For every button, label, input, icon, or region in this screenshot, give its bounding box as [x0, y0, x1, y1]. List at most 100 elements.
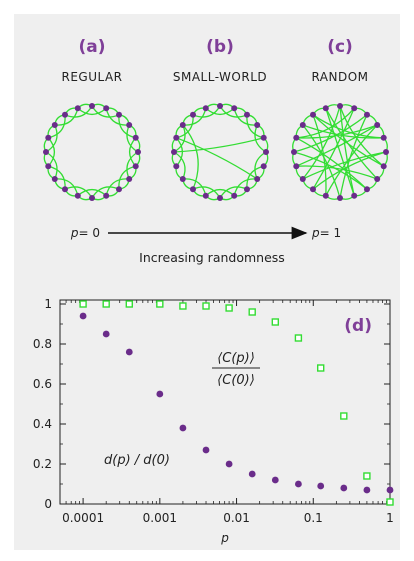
clustering-point [202, 302, 210, 310]
x-ticks: 0.0001 0.001 0.01 0.1 1 [59, 300, 394, 525]
panel-c-title: RANDOM [311, 70, 368, 84]
network-edge [312, 151, 387, 190]
clustering-point [225, 304, 233, 312]
network-edge [312, 114, 327, 196]
path-length-point [179, 424, 187, 432]
data-series [79, 300, 394, 506]
network-edge [182, 124, 199, 190]
clustering-point [156, 300, 164, 308]
path-length-point [79, 312, 87, 320]
clustering-label-num: ⟨C(p)⟩ [217, 351, 255, 366]
network-edge [295, 137, 368, 190]
network-node [45, 134, 52, 141]
network-edge [77, 188, 107, 197]
network-edge [128, 137, 137, 167]
network-node [74, 105, 81, 112]
network-node [244, 186, 250, 193]
network-node [45, 163, 52, 170]
network-node [43, 149, 49, 155]
clustering-point [248, 308, 256, 316]
clustering-point [294, 334, 303, 342]
network-node [244, 111, 250, 118]
network-node [173, 163, 180, 170]
network-node [217, 103, 223, 109]
network-node [132, 134, 139, 141]
network-node [51, 122, 58, 128]
path-length-point [248, 470, 256, 478]
randomness-arrow: p= 0 p= 1 Increasing randomness [70, 226, 341, 265]
network-node [126, 122, 133, 128]
network-node [135, 149, 141, 155]
path-length-point [363, 486, 371, 494]
x-tick-label: 0.1 [304, 511, 323, 525]
y-tick-label: 0.4 [33, 417, 52, 431]
network-node [299, 176, 306, 182]
y-tick-label: 0.8 [33, 337, 52, 351]
network-edge [302, 124, 341, 199]
network-edge [296, 107, 355, 139]
network-node [132, 163, 139, 170]
x-tick-label: 0.0001 [62, 511, 104, 525]
path-length-point [271, 476, 279, 484]
x-tick-label: 0.001 [143, 511, 177, 525]
network-node [310, 111, 316, 118]
plot-frame [59, 299, 391, 505]
network-node [179, 176, 186, 182]
network-edge [339, 114, 368, 199]
path-length-point [102, 330, 110, 338]
network-node [364, 186, 370, 193]
network-node [89, 103, 95, 109]
clustering-point [363, 472, 371, 480]
path-length-point [156, 390, 164, 398]
path-length-point [317, 482, 325, 490]
network-node [89, 195, 95, 201]
network-edge [293, 114, 368, 153]
y-ticks: 0 0.2 0.4 0.6 0.8 1 [33, 297, 390, 511]
network-node [74, 192, 81, 199]
network-node [374, 122, 381, 128]
network-edge [339, 105, 355, 196]
arrow-right-label: p= 1 [311, 226, 341, 240]
network-node [383, 149, 389, 155]
panel-a-title: REGULAR [61, 70, 122, 84]
network-node [202, 192, 209, 199]
y-tick-label: 0 [44, 497, 52, 511]
network-edge [173, 137, 264, 153]
network-node [217, 195, 223, 201]
network-edge [325, 108, 355, 196]
network-node [116, 111, 122, 118]
network-node [374, 176, 381, 182]
clustering-point [317, 364, 325, 372]
random-network [291, 103, 389, 201]
network-edge [325, 107, 378, 180]
network-node [62, 111, 68, 118]
network-node [322, 105, 329, 112]
network-node [351, 192, 358, 199]
network-edge [176, 137, 258, 180]
network-node [260, 134, 267, 141]
network-node [62, 186, 68, 193]
panel-c-letter: (c) [327, 37, 353, 57]
clustering-label-den: ⟨C(0)⟩ [217, 373, 255, 388]
network-node [322, 192, 329, 199]
path-length-point [225, 460, 233, 468]
network-node [293, 134, 300, 141]
network-node [51, 176, 58, 182]
network-edge [205, 107, 235, 116]
network-edge [293, 151, 368, 190]
network-node [190, 111, 196, 118]
network-edge [302, 105, 341, 180]
small-world-network [171, 103, 269, 201]
panel-b-letter: (b) [206, 37, 234, 57]
network-node [254, 122, 261, 128]
network-node [116, 186, 122, 193]
chart: 0.0001 0.001 0.01 0.1 1 0 0.2 0.4 0.6 0.8 1 (d) ⟨… [33, 297, 394, 545]
clustering-point [79, 300, 87, 308]
network-node [299, 122, 306, 128]
network-node [337, 195, 343, 201]
network-node [103, 105, 110, 112]
network-node [231, 105, 238, 112]
clustering-point [271, 318, 280, 326]
x-tick-label: 0.01 [223, 511, 250, 525]
network-node [380, 163, 387, 170]
